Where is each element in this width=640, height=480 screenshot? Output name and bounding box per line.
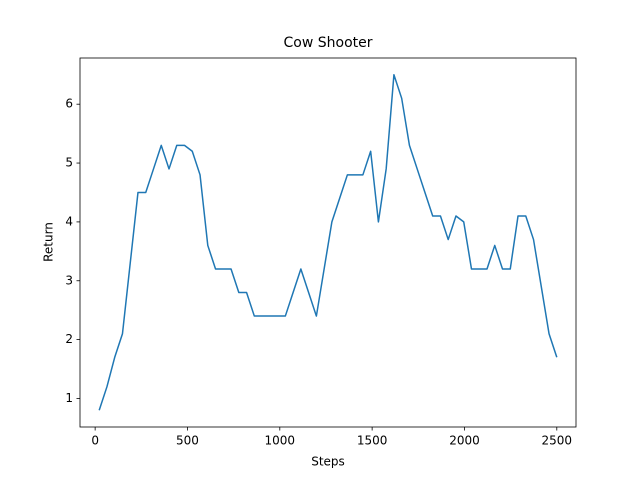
y-axis-label: Return	[42, 222, 56, 262]
x-tick-label: 1000	[265, 434, 296, 448]
x-tick-label: 500	[176, 434, 199, 448]
y-tick-label: 2	[65, 332, 73, 346]
x-axis-label: Steps	[311, 455, 345, 469]
y-tick-label: 6	[65, 97, 73, 111]
x-tick-label: 1500	[357, 434, 388, 448]
x-tick-label: 2500	[542, 434, 573, 448]
x-tick-label: 0	[91, 434, 99, 448]
plot-frame	[79, 57, 577, 428]
chart-title: Cow Shooter	[284, 35, 373, 51]
y-tick-label: 5	[65, 156, 73, 170]
y-tick-label: 3	[65, 273, 73, 287]
line-series	[98, 74, 558, 411]
y-tick-label: 1	[65, 391, 73, 405]
x-tick-label: 2000	[449, 434, 480, 448]
y-tick-label: 4	[65, 214, 73, 228]
